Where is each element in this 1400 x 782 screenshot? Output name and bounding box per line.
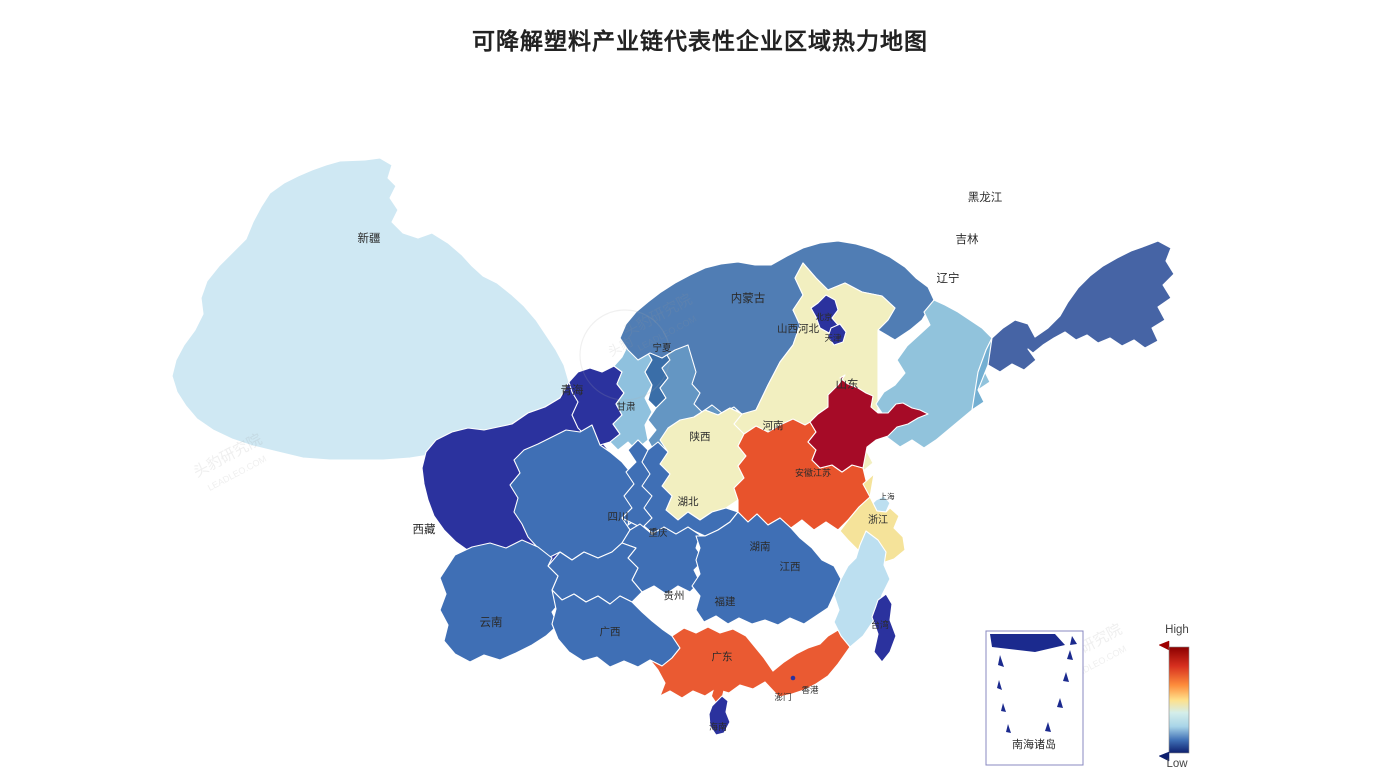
svg-text:黑龙江: 黑龙江 <box>968 191 1003 204</box>
svg-text:内蒙古: 内蒙古 <box>731 291 766 305</box>
svg-text:上海: 上海 <box>880 491 895 501</box>
svg-text:南海诸岛: 南海诸岛 <box>1012 737 1056 751</box>
svg-text:天津: 天津 <box>824 333 842 343</box>
svg-text:广东: 广东 <box>712 650 733 663</box>
svg-text:四川: 四川 <box>608 511 629 523</box>
svg-text:澎门: 澎门 <box>774 692 791 702</box>
svg-text:Low: Low <box>1166 758 1188 770</box>
svg-text:湖北: 湖北 <box>678 496 699 508</box>
svg-text:安徽江苏: 安徽江苏 <box>795 467 831 478</box>
svg-text:广西: 广西 <box>600 626 621 638</box>
svg-text:重庆: 重庆 <box>648 527 668 539</box>
svg-text:山东: 山东 <box>836 378 859 391</box>
svg-text:High: High <box>1165 624 1189 636</box>
svg-text:甘肃: 甘肃 <box>616 401 635 413</box>
svg-text:陕西: 陕西 <box>690 430 711 443</box>
svg-text:西藏: 西藏 <box>413 523 436 536</box>
svg-text:贵州: 贵州 <box>664 589 685 602</box>
svg-text:辽宁: 辽宁 <box>937 271 960 285</box>
svg-text:福建: 福建 <box>715 595 736 608</box>
svg-text:宁夏: 宁夏 <box>652 342 672 354</box>
svg-text:台湾: 台湾 <box>871 619 889 630</box>
svg-text:海南: 海南 <box>709 721 727 732</box>
svg-text:浙江: 浙江 <box>868 514 888 526</box>
svg-text:青海: 青海 <box>561 383 584 397</box>
svg-text:山西河北: 山西河北 <box>777 323 819 335</box>
svg-text:北京: 北京 <box>815 312 832 322</box>
svg-text:河南: 河南 <box>763 419 784 432</box>
svg-text:吉林: 吉林 <box>956 232 979 246</box>
svg-text:江西: 江西 <box>780 561 801 573</box>
svg-text:香港: 香港 <box>801 685 819 695</box>
svg-text:湖南: 湖南 <box>750 540 771 553</box>
svg-text:云南: 云南 <box>480 615 503 629</box>
svg-text:新疆: 新疆 <box>358 231 381 245</box>
